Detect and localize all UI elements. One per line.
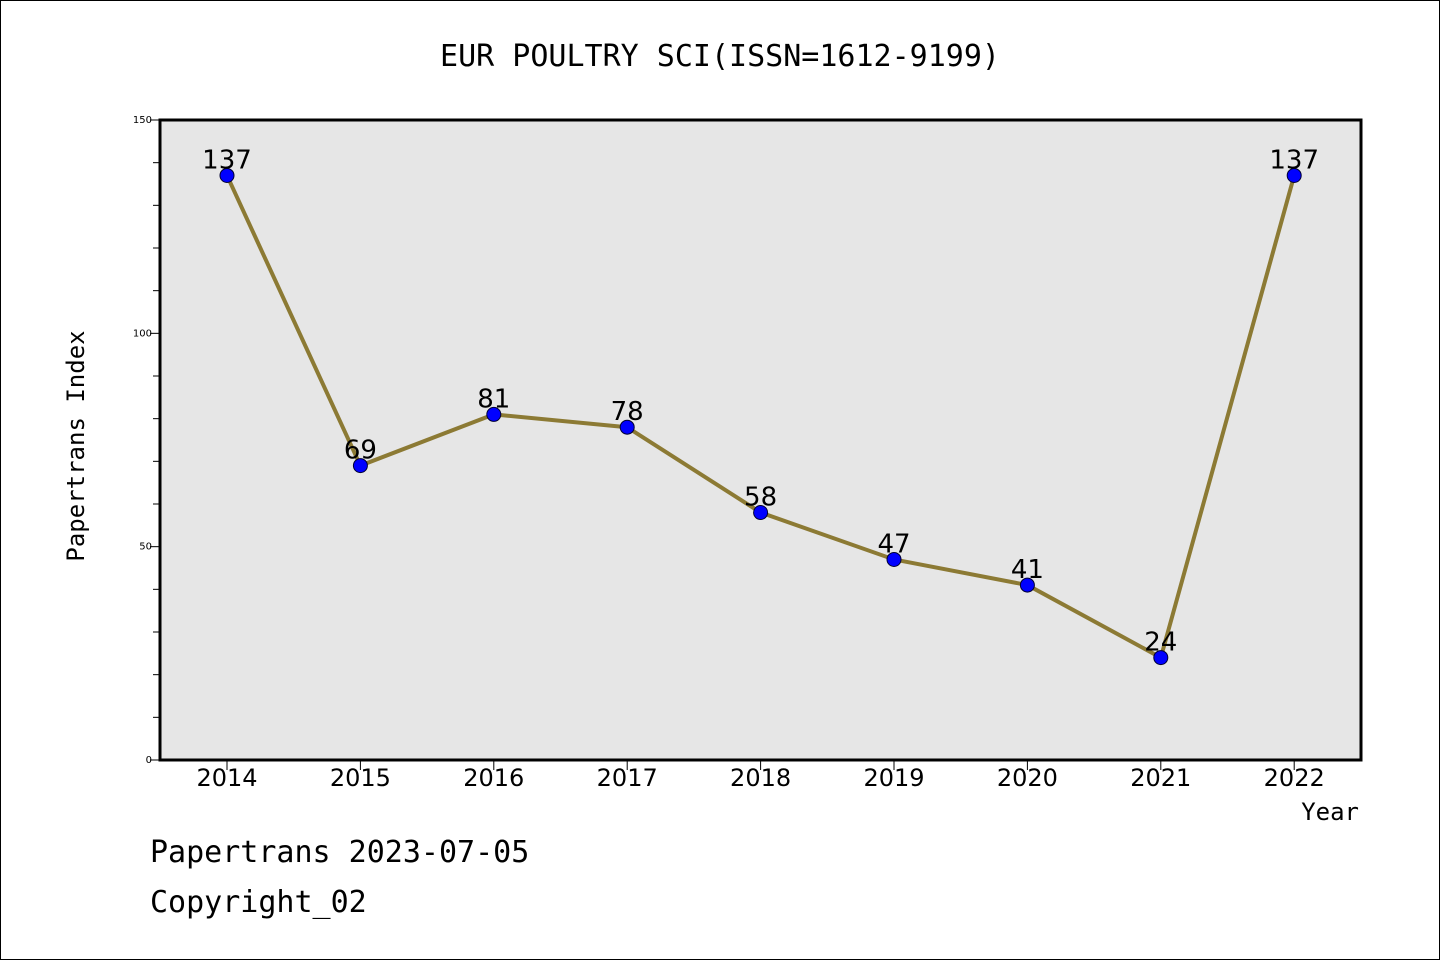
data-label: 58 [744, 483, 777, 513]
x-tick-label: 2022 [1264, 764, 1325, 792]
data-point-marker [486, 406, 502, 422]
y-tick-label: 0 [146, 755, 152, 766]
y-tick-label: 150 [133, 115, 152, 126]
x-tick-label: 2019 [863, 764, 924, 792]
x-tick-label: 2021 [1130, 764, 1191, 792]
x-tick-label: 2018 [730, 764, 791, 792]
x-axis: 2014 2015 2016 2017 2018 2019 2020 2021 2022 [196, 760, 1325, 792]
data-label: 69 [344, 436, 377, 466]
data-label: 81 [477, 384, 510, 414]
data-label: 137 [1269, 145, 1319, 175]
x-tick-label: 2015 [330, 764, 391, 792]
data-point-marker [352, 458, 368, 474]
data-label: 47 [877, 529, 910, 559]
y-axis-label: Papertrans Index [62, 330, 90, 561]
data-point-marker [1153, 650, 1169, 666]
data-label: 24 [1144, 628, 1177, 658]
data-point-marker [1019, 577, 1035, 593]
y-tick-label: 50 [139, 542, 152, 553]
data-point-marker [1286, 167, 1302, 183]
y-tick-label: 100 [133, 328, 152, 339]
data-label: 41 [1011, 555, 1044, 585]
x-tick-label: 2016 [463, 764, 524, 792]
x-tick-label: 2020 [997, 764, 1058, 792]
x-tick-label: 2017 [597, 764, 658, 792]
data-label: 137 [202, 145, 252, 175]
data-label: 78 [611, 397, 644, 427]
data-point-marker [886, 551, 902, 567]
y-axis: 0 50 100 150 [133, 115, 160, 766]
data-point-marker [219, 167, 235, 183]
footer-copyright: Copyright_02 [150, 885, 367, 920]
x-tick-label: 2014 [196, 764, 257, 792]
data-point-marker [619, 419, 635, 435]
chart-title: EUR POULTRY SCI(ISSN=1612-9199) [440, 39, 1000, 74]
data-labels: 137 69 81 78 58 47 41 24 137 [202, 145, 1319, 657]
x-axis-label: Year [1301, 798, 1359, 826]
data-point-marker [753, 505, 769, 521]
series-layer [219, 167, 1302, 666]
footer-date: Papertrans 2023-07-05 [150, 835, 530, 870]
plot-area [158, 118, 1363, 762]
